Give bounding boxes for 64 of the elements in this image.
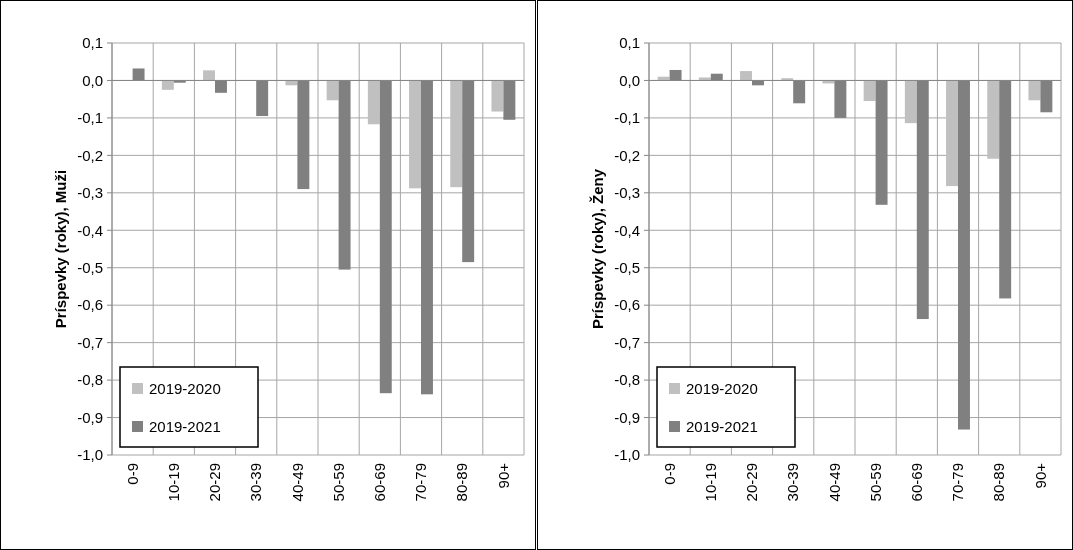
x-tick-label: 40-49: [825, 463, 843, 502]
y-tick-label: -0,7: [614, 333, 640, 351]
bar: [367, 80, 380, 125]
bar: [491, 80, 504, 112]
x-tick-label: 30-39: [784, 463, 802, 502]
bar: [863, 80, 876, 102]
x-tick-label: 0-9: [123, 463, 141, 485]
y-tick-label: -0,1: [77, 109, 103, 127]
bar: [203, 70, 215, 81]
y-tick-label: 0,0: [619, 71, 640, 89]
y-tick-label: -0,4: [614, 221, 640, 239]
x-tick-label: 60-69: [908, 463, 926, 502]
x-tick-label: 30-39: [247, 463, 265, 502]
bar: [326, 80, 339, 101]
bar: [946, 80, 958, 187]
y-tick-label: -0,5: [614, 258, 640, 276]
y-tick-label: -0,6: [614, 296, 640, 314]
y-tick-label: -0,2: [614, 146, 640, 164]
x-tick-label: 10-19: [165, 463, 183, 502]
y-tick-label: -0,7: [77, 333, 103, 351]
legend-label: 2019-2021: [686, 418, 758, 436]
x-tick-label: 50-59: [329, 463, 347, 502]
y-axis-title: Príspevky (roky), Ženy: [589, 168, 606, 330]
y-tick-label: 0,1: [619, 34, 640, 52]
x-tick-label: 80-89: [453, 463, 471, 502]
bar: [698, 77, 711, 81]
x-tick-label: 20-29: [206, 463, 224, 502]
y-tick-label: -0,8: [614, 371, 640, 389]
y-tick-label: -0,9: [614, 408, 640, 426]
x-tick-label: 20-29: [743, 463, 761, 502]
y-tick-label: -0,4: [77, 221, 103, 239]
legend-label: 2019-2021: [149, 418, 221, 436]
y-tick-label: -0,8: [77, 371, 103, 389]
y-tick-label: -0,3: [77, 184, 103, 202]
x-tick-label: 80-89: [990, 463, 1008, 502]
x-tick-label: 10-19: [702, 463, 720, 502]
x-tick-label: 90+: [1031, 462, 1049, 489]
legend-label: 2019-2020: [149, 380, 221, 398]
y-tick-label: 0,1: [82, 34, 103, 52]
x-tick-label: 50-59: [866, 463, 884, 502]
bar: [987, 80, 1000, 159]
bar: [904, 80, 917, 124]
y-tick-label: -0,1: [614, 109, 640, 127]
bar: [161, 80, 174, 90]
legend-label: 2019-2020: [686, 380, 758, 398]
x-tick-label: 60-69: [371, 463, 389, 502]
y-tick-label: 0,0: [82, 71, 103, 89]
bar: [1028, 80, 1041, 101]
y-tick-label: -0,9: [77, 408, 103, 426]
y-tick-label: -1,0: [77, 446, 103, 464]
y-tick-label: -0,2: [77, 146, 103, 164]
bar: [450, 80, 463, 188]
bar: [740, 71, 752, 81]
x-tick-label: 70-79: [949, 463, 967, 502]
y-axis-title: Príspevky (roky), Muži: [52, 169, 69, 329]
y-tick-label: -1,0: [614, 446, 640, 464]
y-tick-label: -0,5: [77, 258, 103, 276]
x-tick-label: 70-79: [412, 463, 430, 502]
bar: [409, 80, 421, 189]
y-tick-label: -0,6: [77, 296, 103, 314]
x-tick-label: 0-9: [660, 463, 678, 485]
y-tick-label: -0,3: [614, 184, 640, 202]
x-tick-label: 40-49: [288, 463, 306, 502]
x-tick-label: 90+: [494, 462, 512, 489]
